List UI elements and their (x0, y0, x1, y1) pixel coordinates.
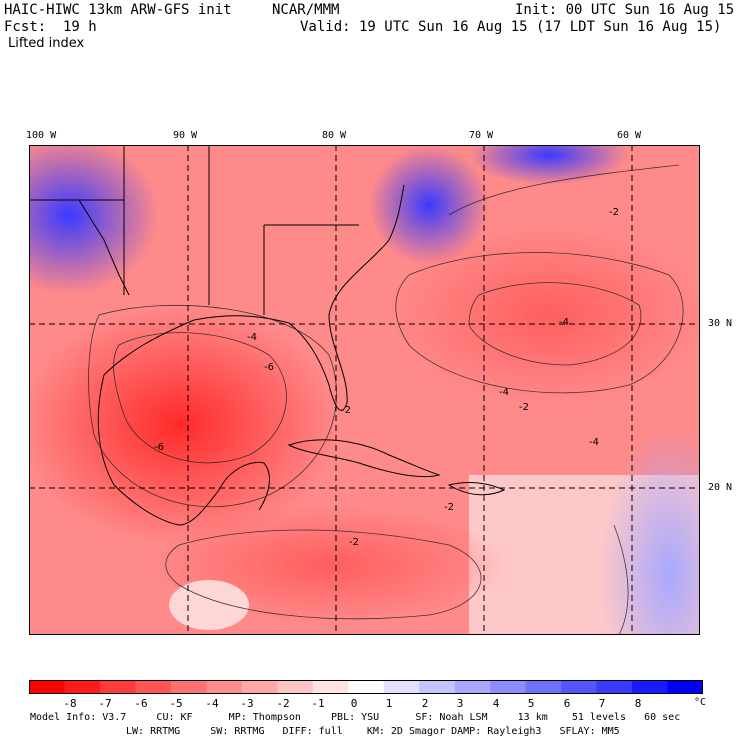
lon-label-90w: 90 W (173, 130, 198, 141)
colorbar-tick: -2 (276, 697, 290, 710)
map-frame (29, 145, 700, 635)
contour-label: -2 (444, 502, 454, 513)
colorbar-swatch (383, 680, 420, 694)
field-carolina-blue-zone (369, 145, 489, 265)
colorbar-swatch (348, 680, 385, 694)
colorbar-swatch (419, 680, 456, 694)
colorbar-swatch (525, 680, 562, 694)
valid-time: Valid: 19 UTC Sun 16 Aug 15 (17 LDT Sun … (300, 19, 722, 35)
colorbar-swatch (206, 680, 243, 694)
lon-label-100w: 100 W (26, 130, 57, 141)
contour-label: -2 (349, 537, 359, 548)
contour-gulf-outer (88, 304, 337, 508)
contour-label: -4 (559, 317, 569, 328)
colorbar-tick: -7 (98, 697, 112, 710)
model-title: HAIC-HIWC 13km ARW-GFS init (4, 2, 232, 18)
colorbar-tick: 6 (563, 697, 571, 710)
colorbar (29, 680, 703, 694)
contour-label: -6 (264, 362, 274, 373)
lon-label-60w: 60 W (617, 130, 642, 141)
colorbar-swatch (312, 680, 349, 694)
lat-label-30n: 30 N (708, 318, 733, 329)
model-info-line1: Model Info: V3.7 CU: KF MP: Thompson PBL… (30, 712, 681, 723)
init-time: Init: 00 UTC Sun 16 Aug 15 (515, 2, 735, 18)
field-western-blue-zone (29, 145, 159, 295)
colorbar-tick: 1 (385, 697, 393, 710)
hispaniola-coast (447, 482, 506, 496)
lon-label-80w: 80 W (322, 130, 347, 141)
colorbar-tick: 0 (350, 697, 358, 710)
contour-north (448, 164, 680, 216)
colorbar-swatch (490, 680, 527, 694)
contour-caribbean (165, 529, 482, 620)
lon-label-70w: 70 W (469, 130, 494, 141)
contour-atlantic (395, 252, 684, 394)
colorbar-swatch (561, 680, 598, 694)
colorbar-tick: -4 (205, 697, 219, 710)
field-atlantic-max (389, 225, 700, 405)
model-info-line2: LW: RRTMG SW: RRTMG DIFF: full KM: 2D Sm… (126, 726, 620, 737)
colorbar-tick: 2 (421, 697, 429, 710)
lat-label-20n: 20 N (708, 482, 733, 493)
colorbar-swatch (135, 680, 172, 694)
colorbar-swatch (64, 680, 101, 694)
colorbar-tick: 8 (634, 697, 642, 710)
contour-label: -4 (247, 332, 257, 343)
colorbar-swatch (170, 680, 207, 694)
colorbar-swatch (241, 680, 278, 694)
contour-label: -4 (499, 387, 509, 398)
contour-label: -2 (519, 402, 529, 413)
field-eastern-blue-zone (599, 425, 700, 635)
cuba-coast (287, 439, 441, 478)
mexico-coast (97, 374, 220, 526)
colorbar-tick: 7 (598, 697, 606, 710)
org-label: NCAR/MMM (272, 2, 340, 18)
colorbar-swatch (596, 680, 633, 694)
contour-gulf-core (113, 332, 287, 464)
field-pacific-pale (169, 580, 249, 630)
colorbar-tick: -6 (134, 697, 148, 710)
colorbar-swatch (632, 680, 669, 694)
colorbar-tick: -5 (169, 697, 183, 710)
field-north-blue-zone (469, 145, 629, 185)
contour-atlantic-inner (468, 282, 642, 366)
colorbar-tick: -1 (311, 697, 325, 710)
colorbar-swatch (99, 680, 136, 694)
lifted-index-map: -4 -2 -6 -2 -4 -2 -6 -4 -2 -2 -4 (29, 145, 700, 635)
colorbar-tick: 3 (456, 697, 464, 710)
contours (88, 164, 684, 635)
colorbar-tick: 4 (492, 697, 500, 710)
colorbar-swatch (29, 680, 65, 694)
contour-label: -2 (609, 207, 619, 218)
colorbar-tick: -8 (63, 697, 77, 710)
field-gulf-max (29, 305, 339, 545)
contour-label: -2 (341, 405, 351, 416)
colorbar-swatch (277, 680, 314, 694)
colorbar-tick: -3 (240, 697, 254, 710)
contour-east-blue (613, 524, 629, 635)
contour-label: -6 (154, 442, 164, 453)
colorbar-frame (29, 680, 703, 694)
colorbar-unit: °C (693, 697, 707, 708)
colorbar-swatch (454, 680, 491, 694)
forecast-hour: Fcst: 19 h (4, 19, 97, 35)
colorbar-tick: 5 (527, 697, 535, 710)
field-name: Lifted index (8, 36, 85, 51)
colorbar-swatch (667, 680, 703, 694)
contour-label: -4 (589, 437, 599, 448)
graticule (29, 145, 700, 635)
